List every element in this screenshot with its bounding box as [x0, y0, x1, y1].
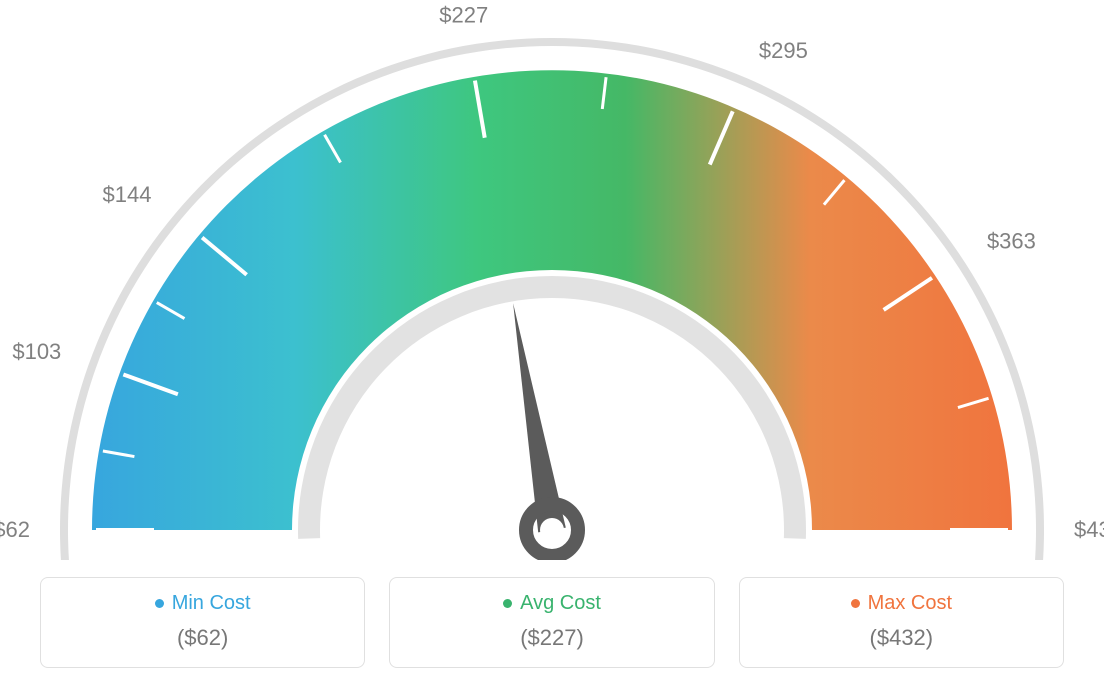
- legend-label-avg: Avg Cost: [520, 592, 601, 615]
- legend-dot-min: [155, 599, 164, 608]
- legend-label-min: Min Cost: [172, 592, 251, 615]
- legend-card-max: Max Cost ($432): [739, 577, 1064, 668]
- legend-label-row: Max Cost: [750, 592, 1053, 615]
- svg-text:$227: $227: [439, 3, 488, 28]
- svg-text:$144: $144: [103, 182, 152, 207]
- gauge-svg: $62 $103 $144 $227 $295 $363 $432: [0, 0, 1104, 560]
- cost-gauge-chart: $62 $103 $144 $227 $295 $363 $432: [0, 0, 1104, 560]
- legend-dot-avg: [503, 599, 512, 608]
- legend-card-min: Min Cost ($62): [40, 577, 365, 668]
- legend-value-avg: ($227): [400, 625, 703, 651]
- legend-label-row: Min Cost: [51, 592, 354, 615]
- legend-label-row: Avg Cost: [400, 592, 703, 615]
- svg-text:$432: $432: [1074, 517, 1104, 542]
- svg-text:$295: $295: [759, 38, 808, 63]
- svg-text:$363: $363: [987, 228, 1036, 253]
- svg-text:$103: $103: [12, 339, 61, 364]
- legend-row: Min Cost ($62) Avg Cost ($227) Max Cost …: [0, 577, 1104, 668]
- legend-card-avg: Avg Cost ($227): [389, 577, 714, 668]
- legend-value-min: ($62): [51, 625, 354, 651]
- legend-value-max: ($432): [750, 625, 1053, 651]
- legend-dot-max: [851, 599, 860, 608]
- svg-text:$62: $62: [0, 517, 30, 542]
- legend-label-max: Max Cost: [868, 592, 952, 615]
